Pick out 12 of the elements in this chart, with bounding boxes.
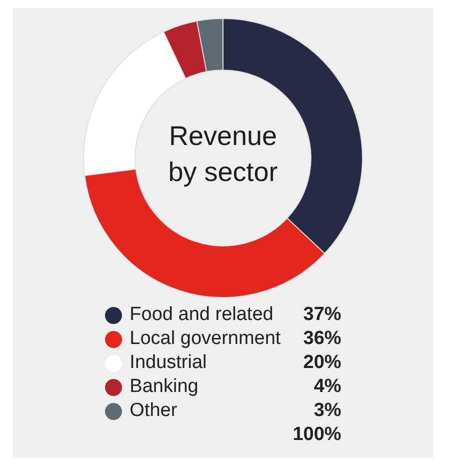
legend-label: Food and related	[130, 304, 274, 326]
legend-label: Industrial	[130, 352, 207, 374]
data-label: 4%	[312, 376, 342, 398]
legend-label: Banking	[130, 376, 198, 398]
legend-label: Other	[130, 400, 178, 422]
data-label: 20%	[302, 352, 342, 374]
data-label: 3%	[312, 400, 342, 422]
text: 100%	[292, 424, 342, 446]
data-label: 36%	[302, 328, 342, 350]
data-label: 37%	[302, 304, 342, 326]
legend-label: Local government	[130, 328, 281, 350]
text: Revenue by sector	[167, 120, 279, 189]
